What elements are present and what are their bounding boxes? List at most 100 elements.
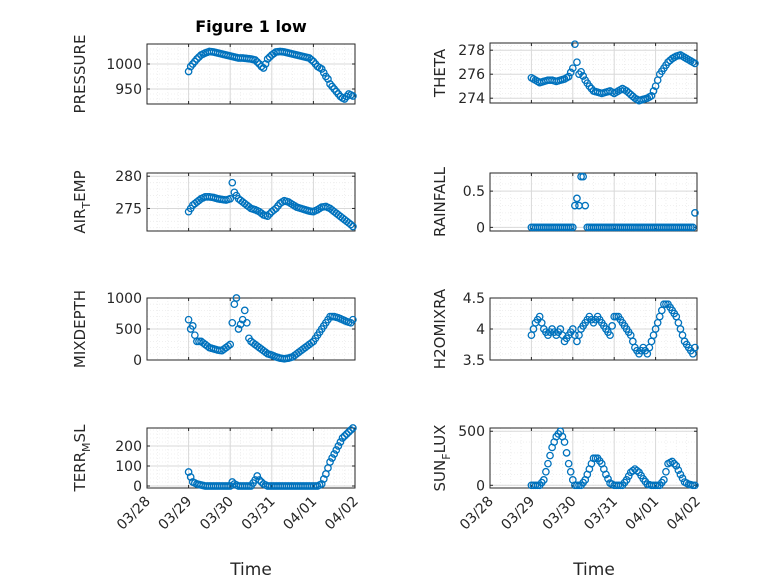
data-point [676,470,685,479]
x-tick-label: 03/30 [197,494,237,534]
data-point [624,472,633,480]
y-axis-label: TERRMSL [71,424,93,493]
data-point [344,428,353,436]
data-point [317,65,326,73]
data-point [342,430,351,438]
data-point [240,306,249,315]
data-point [660,476,668,484]
data-point [678,474,687,483]
data-point [234,325,243,333]
data-point [265,210,274,218]
y-tick-label: 500 [458,424,485,440]
y-axis-label: MIXDEPTH [71,290,89,368]
data-point [307,55,316,64]
panel-mixdepth: 0 500 1000 MIXDEPTH [71,290,357,369]
data-point [604,474,612,483]
data-point [672,461,681,470]
panel-rainfall: 0 0.5 RAINFALL [431,166,699,237]
data-point [226,194,235,203]
y-axis-label-main: SUN [431,460,449,492]
x-tick-label: 03/30 [540,494,580,534]
data-point [259,64,268,72]
x-tick-label: 03/28 [114,494,154,534]
data-point [349,222,357,231]
x-axis-label-right: Time [572,560,615,580]
data-point [608,322,616,330]
data-point [349,424,357,432]
y-tick-label: 1000 [106,291,142,307]
data-point [577,67,585,76]
data-point [691,481,699,490]
data-point [346,426,355,434]
y-axis-label-main: AIR [71,209,89,234]
data-point [336,438,345,446]
data-point [571,201,579,210]
data-point [602,470,610,479]
y-axis-label-sub: M [80,442,93,452]
y-tick-label: 1000 [106,57,142,73]
data-point [332,446,341,454]
data-point [193,55,201,63]
panel-pressure: 950 1000 PRESSURE [71,35,357,113]
data-point [330,450,339,458]
data-point [622,476,631,484]
y-tick-label: 500 [115,322,142,338]
data-point [253,58,262,66]
data-point [691,209,699,217]
data-point [184,315,193,324]
y-tick-label: 200 [115,439,142,455]
axes-box [489,42,698,104]
data-point [349,315,357,324]
y-axis-label-rest: EMP [71,170,89,201]
y-tick-label: 278 [458,43,485,59]
data-point [270,206,278,214]
data-point [568,223,577,232]
data-point [326,458,334,466]
data-point [606,331,614,340]
data-point [575,201,583,210]
x-tick-label: 04/01 [623,494,663,534]
data-point [232,294,241,302]
data-point [539,476,548,484]
data-point [647,91,656,100]
data-point [257,209,266,218]
y-tick-label: 274 [458,91,485,107]
y-tick-label: 0 [476,220,485,236]
x-tick-label: 03/29 [156,494,196,534]
y-tick-label: 3.5 [463,353,485,369]
data-point [573,58,581,67]
data-point [228,178,237,187]
y-tick-label: 100 [115,459,142,475]
y-tick-label: 280 [115,169,142,185]
figure-title: Figure 1 low [195,17,307,36]
x-tick-label: 03/31 [581,494,621,534]
data-point [253,472,262,480]
axes-box [146,172,356,232]
data-point [573,194,581,203]
panel-terr_msl: 0 100 200 03/28 03/29 03/30 03/31 04/01 04/02 TER… [71,424,362,533]
x-tick-label: 03/29 [498,494,538,534]
y-axis-label: SUNFLUX [431,425,453,492]
data-point [674,466,683,475]
axes-box [489,427,698,489]
y-axis-label: H2OMIXRA [431,288,449,369]
data-point [544,459,552,468]
data-point [691,59,699,68]
data-point [575,331,583,340]
data-point [649,87,658,95]
data-point [546,451,554,460]
y-tick-label: 4 [476,322,485,338]
data-point [670,459,679,468]
x-tick-label: 04/02 [664,494,704,534]
data-point [562,449,571,457]
y-tick-label: 0 [133,353,142,369]
y-axis-label: AIRTEMP [71,170,93,233]
y-tick-label: 950 [115,82,142,98]
data-point [662,467,670,476]
data-point [633,466,641,475]
panel-air_temp: 275 280 AIRTEMP [71,169,357,234]
data-point [245,202,253,211]
data-point [334,442,343,450]
data-point [668,457,677,466]
